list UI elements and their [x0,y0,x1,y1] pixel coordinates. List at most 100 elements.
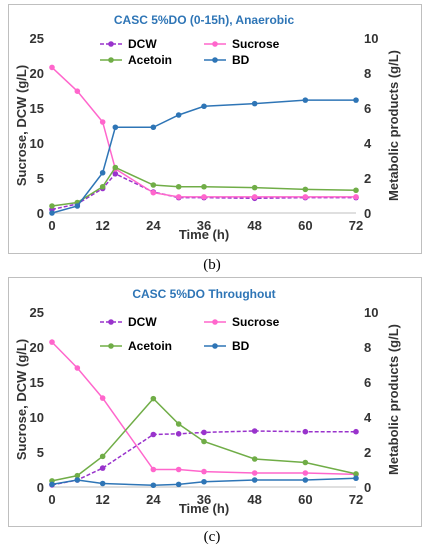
y-tick-label-left: 10 [30,136,44,151]
x-tick-label: 60 [298,492,312,507]
data-point-sucrose [201,468,207,475]
x-tick-label: 72 [349,218,363,233]
x-tick-label: 48 [247,492,261,507]
y-tick-label-left: 10 [30,410,44,425]
data-point-sucrose [74,365,81,371]
data-point-sucrose [175,194,182,200]
data-point-bd [99,169,106,176]
data-point-dcw [353,428,359,435]
data-point-acetoin [302,186,309,193]
data-point-acetoin [353,187,359,194]
data-point-sucrose [175,466,182,473]
x-tick-label: 12 [95,218,109,233]
x-tick-label: 24 [146,218,161,233]
figure-caption-b: (b) [203,257,221,273]
data-point-dcw [150,431,157,438]
chart-title: CASC 5%DO (0-15h), Anaerobic [114,13,295,27]
data-point-sucrose [49,339,55,345]
data-point-sucrose [251,470,258,476]
data-point-bd [49,481,55,488]
y-axis-label-left: Sucrose, DCW (g/L) [14,339,29,460]
data-point-acetoin [99,453,106,460]
data-point-bd [175,481,182,488]
legend-marker-sucrose [212,319,218,325]
legend-label-acetoin: Acetoin [128,53,172,67]
y-tick-label-left: 15 [30,101,44,116]
y-axis-label-right: Metabolic products (g/L) [386,50,401,201]
legend-marker-bd [212,57,218,63]
data-point-sucrose [150,466,157,473]
legend-marker-dcw [108,319,114,325]
data-point-acetoin [74,472,81,479]
data-point-sucrose [49,64,55,71]
data-point-acetoin [150,182,157,188]
data-point-bd [353,97,359,103]
data-point-bd [175,112,182,118]
y-tick-label-left: 5 [37,171,44,186]
y-tick-label-right: 8 [364,340,371,355]
y-tick-label-right: 2 [364,445,371,460]
x-tick-label: 72 [349,492,363,507]
y-axis-label-right: Metabolic products (g/L) [386,324,401,475]
chart-panel-b: CASC 5%DO (0-15h), Anaerobic 0 12 24 36 48 60 7… [8,4,422,273]
y-tick-label-left: 0 [37,206,44,221]
legend-marker-dcw [108,41,114,47]
data-point-bd [302,477,309,483]
y-tick-label-right: 2 [364,171,371,186]
y-axis-label-left: Sucrose, DCW (g/L) [14,65,29,186]
data-point-sucrose [251,194,258,200]
data-point-acetoin [99,183,106,190]
y-tick-label-right: 4 [364,136,372,151]
legend-label-sucrose: Sucrose [232,315,280,329]
chart-frame [8,277,422,527]
y-tick-label-right: 6 [364,375,371,390]
y-tick-label-right: 8 [364,66,371,81]
data-point-acetoin [302,459,309,466]
data-point-acetoin [175,421,182,427]
data-point-acetoin [201,183,207,190]
data-point-bd [251,477,258,483]
data-point-sucrose [150,189,157,196]
data-point-acetoin [353,471,359,477]
data-point-acetoin [251,456,258,462]
data-point-sucrose [302,470,309,476]
data-point-bd [99,480,106,487]
y-tick-label-left: 20 [30,340,44,355]
data-point-acetoin [251,184,258,191]
series-line-acetoin [51,166,357,207]
data-point-sucrose [302,194,309,200]
y-tick-label-right: 10 [364,31,378,46]
legend-marker-acetoin [108,343,114,349]
data-point-bd [74,203,81,209]
data-point-dcw [112,171,119,177]
data-point-acetoin [175,183,182,190]
y-tick-label-left: 20 [30,66,44,81]
data-point-bd [150,124,157,131]
legend-label-sucrose: Sucrose [232,37,280,51]
data-point-sucrose [353,194,359,200]
data-point-acetoin [112,164,119,171]
chart-title: CASC 5%DO Throughout [132,287,275,301]
x-axis-label: Time (h) [179,501,229,516]
legend-label-bd: BD [232,53,250,67]
data-point-sucrose [74,88,81,94]
legend-marker-bd [212,343,218,349]
y-tick-label-right: 0 [364,480,371,495]
y-tick-label-right: 0 [364,206,371,221]
y-tick-label-left: 15 [30,375,44,390]
y-tick-label-left: 25 [30,31,44,46]
data-point-bd [150,482,157,489]
chart-panel-c: CASC 5%DO Throughout 0 12 24 36 48 60 72 0 5 10 15 2… [0,275,424,550]
data-point-sucrose [99,119,106,125]
series-line-sucrose [51,66,356,198]
data-point-dcw [201,429,207,436]
y-tick-label-left: 25 [30,305,44,320]
figure-caption-c: (c) [203,529,221,545]
x-tick-label: 36 [197,492,211,507]
data-point-dcw [251,428,258,434]
y-tick-label-left: 0 [37,480,44,495]
series-line-sucrose [51,341,357,476]
data-point-bd [353,475,359,482]
data-point-bd [74,477,81,483]
